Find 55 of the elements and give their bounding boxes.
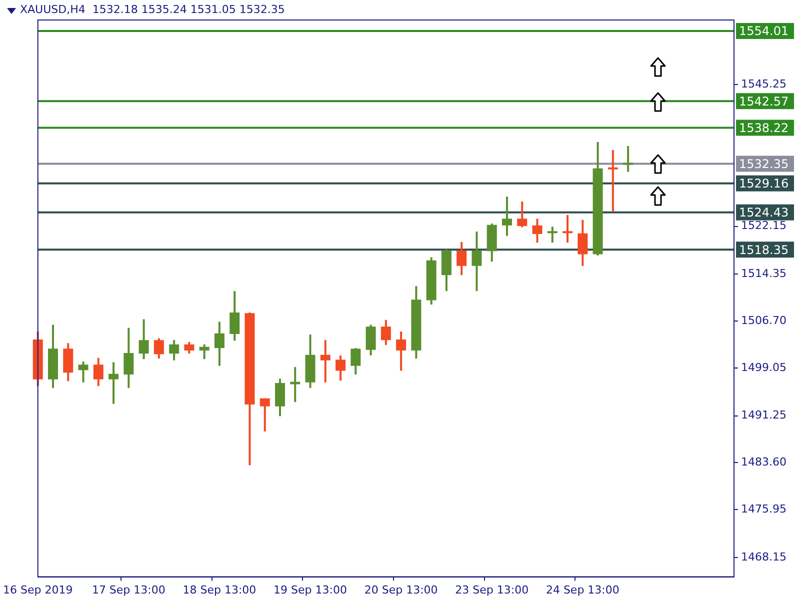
candlestick — [456, 240, 467, 276]
x-tick-label: 17 Sep 13:00 — [92, 583, 166, 596]
candlestick — [230, 290, 240, 342]
candlestick — [380, 318, 391, 346]
candlestick — [562, 214, 573, 244]
chart-title: XAUUSD,H4 1532.18 1535.24 1531.05 1532.35 — [20, 3, 285, 16]
x-tick-label: 18 Sep 13:00 — [182, 583, 256, 596]
x-tick-label: 20 Sep 13:00 — [364, 583, 438, 596]
candlestick — [517, 200, 528, 228]
candlestick — [350, 347, 361, 376]
candlestick — [93, 356, 104, 388]
candlestick — [78, 360, 88, 384]
ref-line-label: 1554.01 — [739, 24, 789, 38]
candlestick — [532, 218, 542, 244]
candlestick — [623, 145, 634, 173]
y-tick-label: 1468.15 — [741, 550, 786, 564]
ref-line-label: 1542.57 — [739, 94, 789, 108]
x-tick-label: 24 Sep 13:00 — [546, 583, 620, 596]
candlestick — [366, 324, 376, 356]
candlestick — [169, 339, 180, 362]
y-tick-label: 1545.25 — [741, 78, 786, 91]
x-tick-label: 16 Sep 2019 — [3, 583, 73, 596]
candlestick — [320, 339, 330, 384]
x-tick-label: 23 Sep 13:00 — [455, 583, 529, 596]
candlestick — [260, 397, 270, 432]
candlestick — [108, 361, 119, 405]
y-tick-label: 1514.35 — [741, 267, 786, 280]
candlestick — [154, 337, 164, 360]
candlestick — [608, 149, 618, 212]
candlestick — [184, 340, 194, 355]
ref-line-label: 1529.16 — [739, 176, 789, 190]
y-tick-label: 1491.25 — [741, 408, 786, 422]
candlestick — [274, 378, 285, 418]
x-tick-label: 19 Sep 13:00 — [274, 583, 347, 596]
candlestick — [124, 326, 134, 389]
candlestick — [547, 226, 558, 244]
candlestick — [63, 342, 74, 382]
ref-line-label: 1538.22 — [739, 120, 789, 135]
ref-line-label: 1524.43 — [739, 205, 789, 220]
y-tick-label: 1522.15 — [741, 219, 786, 232]
candlestick — [502, 196, 512, 237]
y-tick-label: 1483.60 — [741, 456, 786, 469]
candlestick — [336, 354, 346, 382]
candlestick — [472, 230, 482, 292]
candlestick — [290, 366, 300, 404]
candlestick — [396, 330, 406, 372]
candlestick — [578, 218, 588, 267]
y-tick-label: 1506.70 — [741, 314, 786, 327]
candlestick — [138, 318, 149, 360]
y-tick-label: 1475.95 — [741, 502, 786, 516]
y-tick-label: 1499.05 — [741, 360, 786, 374]
ref-line-label: 1532.35 — [739, 156, 789, 171]
ref-line-label: 1518.35 — [739, 242, 789, 257]
candlestick — [214, 320, 224, 367]
candlestick — [199, 343, 210, 360]
